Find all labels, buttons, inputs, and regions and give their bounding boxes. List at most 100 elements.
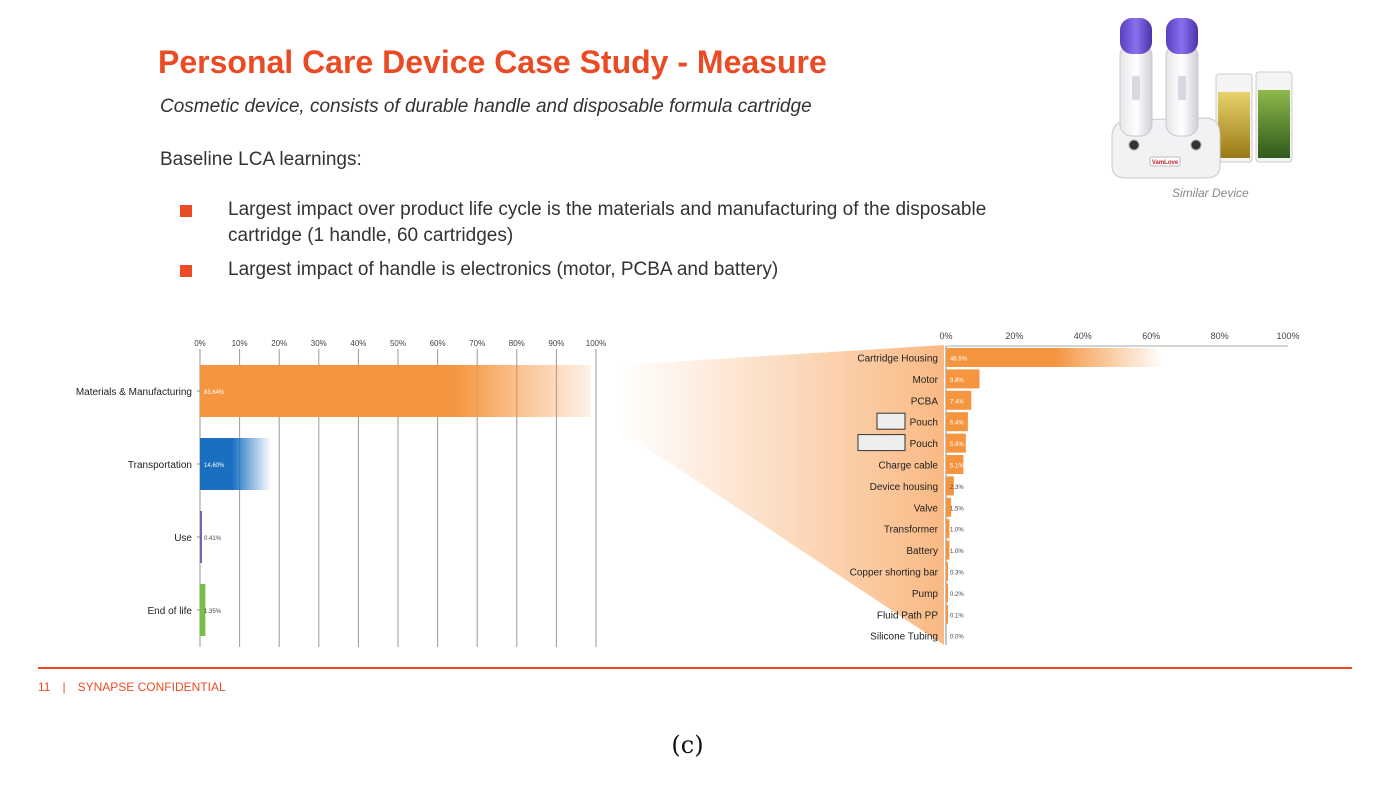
category-labels: Materials & Manufacturing Transportation U… bbox=[76, 387, 193, 617]
bar bbox=[946, 412, 968, 432]
data-label: 48.5% bbox=[950, 357, 968, 363]
bar bbox=[946, 583, 948, 603]
category-label: Copper shorting bar bbox=[850, 568, 939, 579]
x-tick-label: 90% bbox=[548, 339, 564, 348]
data-label: 9.8% bbox=[950, 378, 964, 384]
data-label: 1.5% bbox=[950, 506, 964, 512]
bullet-list: Largest impact over product life cycle i… bbox=[180, 197, 1020, 291]
wax-cartridges bbox=[1215, 71, 1293, 163]
bar bbox=[946, 455, 964, 474]
category-label: Device housing bbox=[870, 482, 938, 493]
x-tick-label: 20% bbox=[271, 339, 287, 348]
footer-separator: | bbox=[62, 680, 66, 694]
category-label: Silicone Tubing bbox=[870, 632, 938, 643]
data-label: 1.0% bbox=[950, 549, 964, 555]
product-brand: VamLove bbox=[1152, 160, 1179, 166]
bullet-text: Largest impact over product life cycle i… bbox=[228, 199, 987, 246]
image-caption: Similar Device bbox=[1172, 186, 1249, 200]
slide-title: Personal Care Device Case Study - Measur… bbox=[158, 44, 827, 80]
category-label: Materials & Manufacturing bbox=[76, 387, 192, 398]
bar bbox=[946, 519, 950, 539]
category-label: Valve bbox=[914, 503, 939, 514]
data-label: 0.2% bbox=[950, 592, 964, 598]
x-tick-label: 0% bbox=[194, 339, 206, 348]
category-label: Cartridge Housing bbox=[857, 354, 938, 365]
x-tick-label: 40% bbox=[1074, 331, 1092, 341]
data-label: 0.0% bbox=[950, 635, 964, 641]
data-label: 0.3% bbox=[950, 571, 964, 577]
bar-series bbox=[197, 365, 591, 636]
data-label: 14.60% bbox=[204, 463, 225, 469]
bar bbox=[946, 540, 950, 560]
bar bbox=[946, 369, 980, 389]
bar bbox=[946, 390, 972, 410]
square-bullet-icon bbox=[180, 265, 192, 277]
data-label: 2.3% bbox=[950, 485, 964, 491]
redaction-box bbox=[876, 412, 906, 430]
data-label: 7.4% bbox=[950, 399, 964, 405]
bullet-text: Largest impact of handle is electronics … bbox=[228, 259, 779, 280]
page-number: 11 bbox=[38, 680, 51, 694]
data-label: 5.8% bbox=[950, 442, 964, 448]
data-label: 1.0% bbox=[950, 528, 964, 534]
life-cycle-chart: 0% 10% 20% 30% 40% 50% 60% 70% 80% 90% 100% Materi… bbox=[76, 339, 606, 647]
x-tick-label: 80% bbox=[1211, 331, 1229, 341]
data-label: 0.41% bbox=[204, 536, 222, 542]
category-label: Fluid Path PP bbox=[877, 610, 938, 621]
bar bbox=[200, 365, 591, 417]
x-tick-label: 70% bbox=[469, 339, 485, 348]
x-tick-label: 100% bbox=[586, 339, 606, 348]
category-label: PCBA bbox=[911, 396, 939, 407]
data-label: 1.35% bbox=[204, 609, 222, 615]
data-label: 5.1% bbox=[950, 464, 964, 470]
figure-label: (c) bbox=[671, 731, 704, 759]
category-label: Charge cable bbox=[879, 461, 939, 472]
category-label: Pump bbox=[912, 589, 939, 600]
data-labels: 48.5% 9.8% 7.4% 6.4% 5.8% 5.1% 2.3% 1.5% 1.0% 1.0… bbox=[950, 357, 968, 641]
redaction-box bbox=[857, 434, 906, 452]
category-label: Pouch bbox=[910, 418, 938, 429]
bar bbox=[946, 562, 948, 581]
data-label: 0.1% bbox=[950, 613, 964, 619]
x-tick-label: 40% bbox=[350, 339, 366, 348]
x-tick-labels: 0% 10% 20% 30% 40% 50% 60% 70% 80% 90% 100% bbox=[194, 339, 606, 348]
category-label: Use bbox=[174, 533, 192, 544]
zoom-connector bbox=[620, 345, 944, 645]
x-tick-label: 0% bbox=[939, 331, 952, 341]
x-tick-label: 60% bbox=[1142, 331, 1160, 341]
category-label: Pouch bbox=[910, 439, 938, 450]
data-label: 83.64% bbox=[204, 390, 225, 396]
x-tick-label: 30% bbox=[311, 339, 327, 348]
bar bbox=[946, 433, 966, 453]
bar bbox=[946, 476, 954, 496]
data-label: 6.4% bbox=[950, 421, 964, 427]
category-label: Battery bbox=[906, 546, 938, 557]
x-tick-label: 50% bbox=[390, 339, 406, 348]
roller-handles bbox=[1119, 18, 1199, 137]
x-tick-label: 10% bbox=[232, 339, 248, 348]
bar bbox=[946, 497, 952, 517]
x-axis: 0% 20% 40% 60% 80% 100% bbox=[939, 331, 1300, 645]
product-photo: VamLove bbox=[1111, 18, 1293, 179]
bar bbox=[200, 511, 202, 563]
component-chart: 0% 20% 40% 60% 80% 100% Cartridge Housing Moto… bbox=[620, 331, 1300, 645]
category-label: Motor bbox=[912, 375, 938, 386]
slide-subtitle: Cosmetic device, consists of durable han… bbox=[160, 96, 812, 117]
category-label: Transportation bbox=[128, 460, 192, 471]
bullet-item: Largest impact of handle is electronics … bbox=[180, 257, 1020, 283]
confidential-label: SYNAPSE CONFIDENTIAL bbox=[77, 680, 226, 694]
bar bbox=[946, 604, 948, 624]
square-bullet-icon bbox=[180, 205, 192, 217]
category-label: Transformer bbox=[884, 525, 939, 536]
category-label: End of life bbox=[148, 606, 193, 617]
bar bbox=[200, 438, 271, 490]
bar bbox=[200, 584, 206, 636]
intro-text: Baseline LCA learnings: bbox=[160, 149, 362, 170]
data-labels: 83.64% 14.60% 0.41% 1.35% bbox=[204, 390, 225, 615]
x-tick-label: 100% bbox=[1276, 331, 1299, 341]
bar bbox=[946, 348, 1164, 367]
footer: 11 | SYNAPSE CONFIDENTIAL bbox=[38, 680, 226, 694]
category-labels: Cartridge Housing Motor PCBA Pouch Pouch Char… bbox=[850, 354, 939, 643]
x-tick-label: 80% bbox=[509, 339, 525, 348]
x-tick-label: 60% bbox=[430, 339, 446, 348]
